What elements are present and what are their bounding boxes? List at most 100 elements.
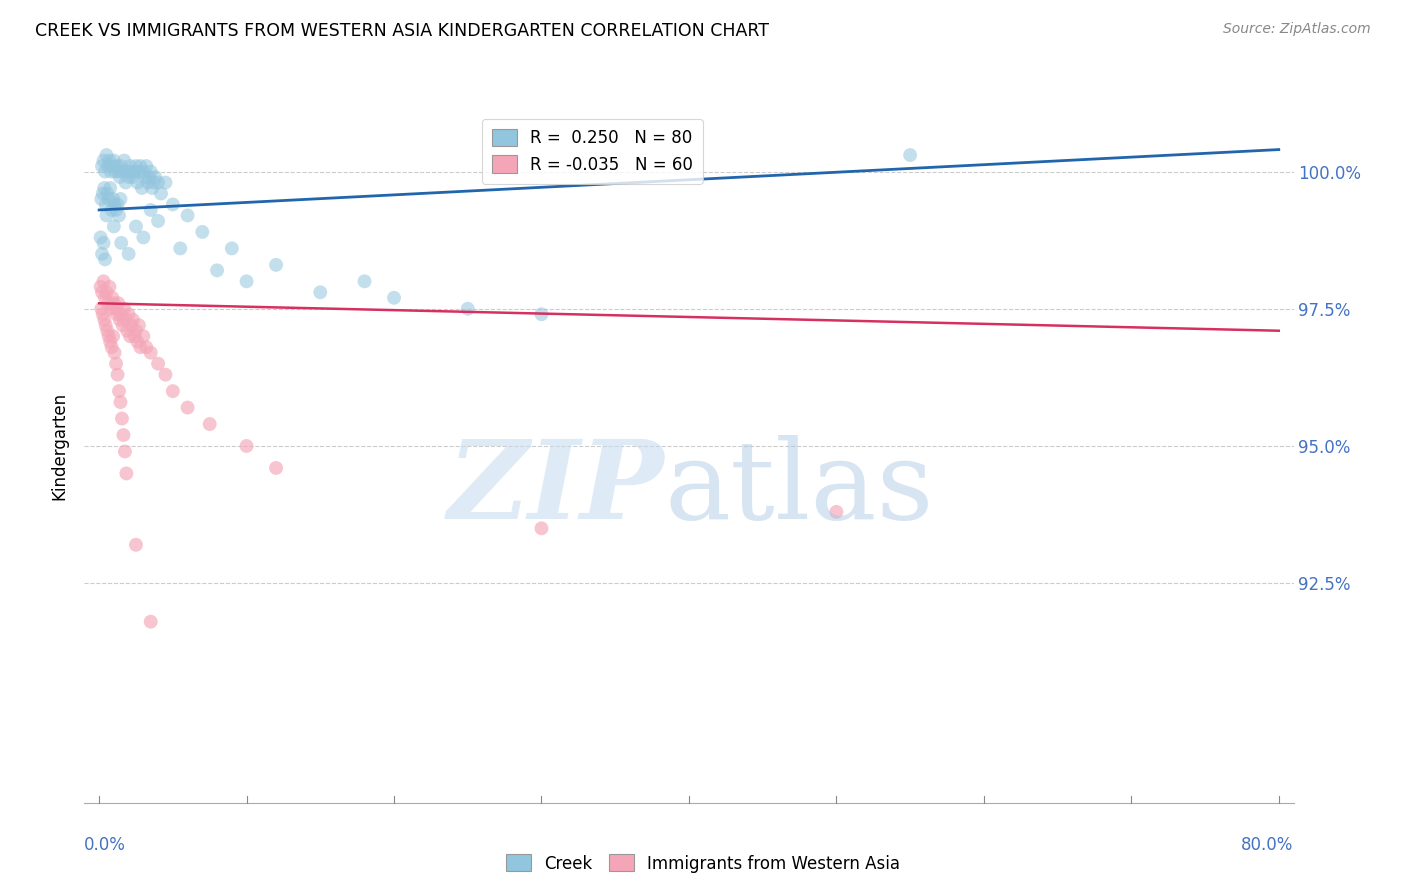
Point [100,301,122,316]
Point [150,186,173,201]
Point [105,202,128,217]
Point [96,285,118,300]
Point [138,169,160,184]
Point [221,241,243,255]
Point [110,395,132,409]
Point [162,197,184,211]
Point [142,176,165,190]
Point [120,329,142,343]
Point [94,318,117,333]
Point [97,159,120,173]
Point [100,340,122,354]
Point [108,312,131,326]
Point [107,296,129,310]
Point [115,324,138,338]
Point [169,241,191,255]
Point [146,176,169,190]
Point [264,461,287,475]
Point [93,235,115,250]
Point [114,444,136,458]
Point [205,263,228,277]
Point [117,307,139,321]
Point [107,164,129,178]
Point [124,164,146,178]
Point [90,230,112,244]
Point [353,274,375,288]
Point [91,307,114,321]
Point [134,169,156,184]
Text: 80.0%: 80.0% [1241,836,1294,854]
Point [108,384,131,398]
Point [91,285,114,300]
Point [127,176,149,190]
Text: Source: ZipAtlas.com: Source: ZipAtlas.com [1223,22,1371,37]
Point [114,312,136,326]
Point [96,186,118,201]
Point [125,159,148,173]
Point [176,401,198,415]
Point [125,219,148,234]
Point [104,345,127,359]
Point [136,176,159,190]
Point [104,197,127,211]
Point [176,209,198,223]
Point [162,384,184,398]
Point [132,329,155,343]
Point [235,274,257,288]
Point [101,159,124,173]
Point [132,230,155,244]
Point [112,153,135,168]
Point [97,329,120,343]
Point [127,334,149,349]
Point [93,312,115,326]
Point [235,439,257,453]
Y-axis label: Kindergarten: Kindergarten [51,392,69,500]
Point [98,181,121,195]
Point [122,312,145,326]
Point [115,164,138,178]
Point [125,538,148,552]
Point [146,357,169,371]
Point [93,274,115,288]
Point [111,164,134,178]
Point [112,301,135,316]
Point [91,186,114,201]
Point [97,296,120,310]
Point [135,340,157,354]
Point [191,225,214,239]
Point [105,307,128,321]
Point [122,169,145,184]
Point [114,176,136,190]
Point [135,159,157,173]
Point [96,209,118,223]
Legend: R =  0.250   N = 80, R = -0.035   N = 60: R = 0.250 N = 80, R = -0.035 N = 60 [482,119,703,184]
Point [131,181,153,195]
Point [103,296,125,310]
Point [155,368,177,382]
Legend: Creek, Immigrants from Western Asia: Creek, Immigrants from Western Asia [499,847,907,880]
Point [112,428,135,442]
Point [115,467,138,481]
Point [121,318,143,333]
Point [125,324,148,338]
Point [93,181,115,195]
Point [90,301,112,316]
Point [121,164,143,178]
Point [530,521,553,535]
Point [90,192,112,206]
Point [110,192,132,206]
Text: ZIP: ZIP [449,435,665,542]
Point [104,164,127,178]
Text: 0.0%: 0.0% [84,836,127,854]
Point [124,329,146,343]
Point [94,164,117,178]
Point [91,247,114,261]
Point [264,258,287,272]
Point [94,252,117,267]
Point [91,159,114,173]
Point [139,615,162,629]
Point [101,329,124,343]
Point [93,153,115,168]
Point [103,153,125,168]
Point [94,291,117,305]
